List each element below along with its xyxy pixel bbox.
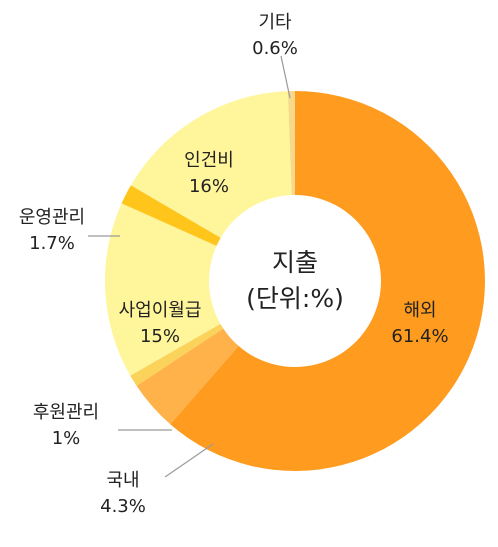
slice-6	[130, 91, 292, 238]
slice-value-6: 16%	[189, 176, 229, 197]
leader-lines	[88, 55, 291, 478]
slice-3	[130, 323, 224, 386]
slice-category-6: 인건비	[184, 150, 234, 171]
slice-value-1: 61.4%	[391, 326, 448, 347]
chart-title: 지출	[272, 248, 318, 277]
slice-7	[287, 91, 295, 196]
slice-value-5: 1.7%	[29, 233, 75, 254]
slice-value-3: 1%	[52, 428, 81, 449]
slice-4	[105, 203, 221, 376]
slice-label-7: 기타 0.6%	[252, 12, 298, 59]
slice-value-2: 4.3%	[100, 496, 146, 517]
slice-category-7: 기타	[258, 12, 292, 33]
slice-label-6: 인건비 16%	[184, 150, 234, 197]
slice-label-1: 해외 61.4%	[391, 300, 448, 347]
slice-category-5: 운영관리	[19, 207, 85, 228]
slice-category-3: 후원관리	[33, 402, 99, 423]
slice-label-2: 국내 4.3%	[100, 470, 146, 517]
slice-1	[170, 91, 485, 472]
slice-category-2: 국내	[106, 470, 139, 491]
chart-subtitle: (단위:%)	[246, 284, 344, 313]
leader-line-2	[164, 443, 214, 478]
slice-5	[121, 185, 221, 246]
slice-label-4: 사업이월급 15%	[119, 300, 202, 347]
slice-label-5: 운영관리 1.7%	[19, 207, 85, 254]
slice-value-7: 0.6%	[252, 38, 298, 59]
donut-slices	[105, 91, 485, 472]
leader-line-7	[280, 55, 291, 99]
slice-2	[136, 328, 239, 425]
slice-labels: 해외 61.4% 국내 4.3% 후원관리 1% 사업이월급 15% 운영관리 1.7% 인건비 16…	[19, 12, 449, 517]
slice-category-4: 사업이월급	[119, 300, 202, 321]
slice-category-1: 해외	[403, 300, 436, 321]
slice-value-4: 15%	[140, 326, 180, 347]
slice-label-3: 후원관리 1%	[33, 402, 99, 449]
